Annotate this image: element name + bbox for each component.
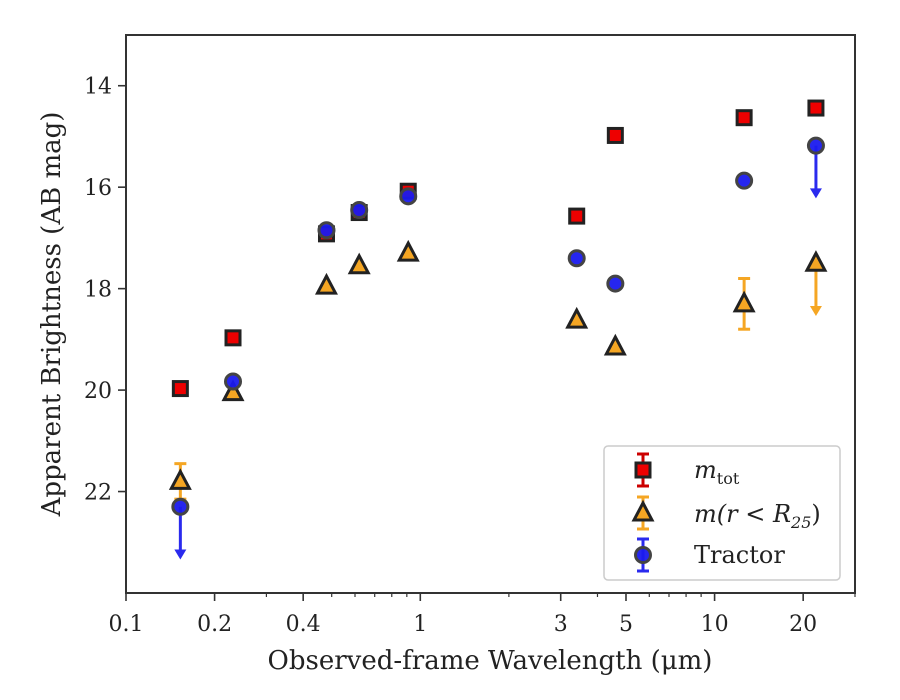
x-tick-label: 1 (413, 612, 427, 637)
tractor-marker (224, 372, 243, 391)
tractor-marker (317, 221, 336, 240)
legend-label-mtot: mtot (694, 456, 740, 488)
tractor-marker (399, 187, 418, 206)
legend-swatch-tractor-marker (634, 546, 652, 564)
x-tick-label: 10 (701, 612, 729, 637)
legend-swatches (631, 452, 655, 573)
mr25-limit-arrowhead (809, 306, 822, 316)
x-tick-label: 5 (619, 612, 633, 637)
y-tick-label: 18 (84, 278, 112, 303)
mtot-marker (224, 329, 242, 347)
tractor-limit-arrowhead (809, 188, 822, 199)
x-tick-label: 3 (554, 612, 568, 637)
legend-frame (603, 445, 841, 581)
mr25-marker (396, 239, 420, 262)
mr25-marker (314, 272, 338, 295)
x-axis-ticks: 0.1 0.2 0.4 1 3 5 10 20 (109, 593, 856, 637)
legend: mtot m(r < R25) Tractor (603, 445, 841, 581)
y-tick-label: 22 (84, 481, 112, 506)
y-axis-label: Apparent Brightness (AB mag) (37, 112, 67, 518)
x-axis-label: Observed-frame Wavelength (μm) (268, 646, 713, 676)
mr25-marker (347, 252, 371, 275)
tractor-limit-arrowhead (174, 549, 187, 560)
mtot-marker (606, 126, 624, 144)
legend-label-tractor: Tractor (694, 541, 785, 569)
mr25-marker (221, 379, 245, 402)
mr25-marker (168, 468, 192, 490)
mr25-marker (603, 333, 627, 356)
y-tick-label: 20 (84, 379, 112, 404)
tractor-marker (350, 201, 369, 220)
tractor-marker (806, 136, 825, 155)
y-tick-label: 16 (84, 176, 112, 201)
y-tick-label: 14 (84, 75, 112, 100)
x-tick-label: 20 (789, 612, 817, 637)
y-axis-ticks: 14 16 18 20 22 (84, 75, 126, 506)
mr25-marker (732, 290, 756, 313)
x-tick-label: 0.2 (197, 612, 232, 637)
tractor-marker (606, 274, 625, 293)
legend-swatch-mr25-marker (631, 499, 655, 522)
mtot-marker (807, 99, 825, 117)
tractor-marker (567, 249, 586, 268)
tractor-marker (735, 171, 754, 190)
mr25-marker (565, 306, 589, 329)
tractor-marker (171, 497, 190, 516)
mtot-marker (568, 207, 586, 225)
x-tick-label: 0.4 (286, 612, 321, 637)
mtot-marker (171, 380, 189, 398)
mtot-marker (735, 109, 753, 127)
legend-swatch-mtot-marker (634, 461, 652, 479)
legend-label-mr25: m(r < R25) (694, 500, 821, 532)
data-markers (168, 99, 828, 516)
x-tick-label: 0.1 (109, 612, 144, 637)
mr25-marker (804, 250, 828, 272)
